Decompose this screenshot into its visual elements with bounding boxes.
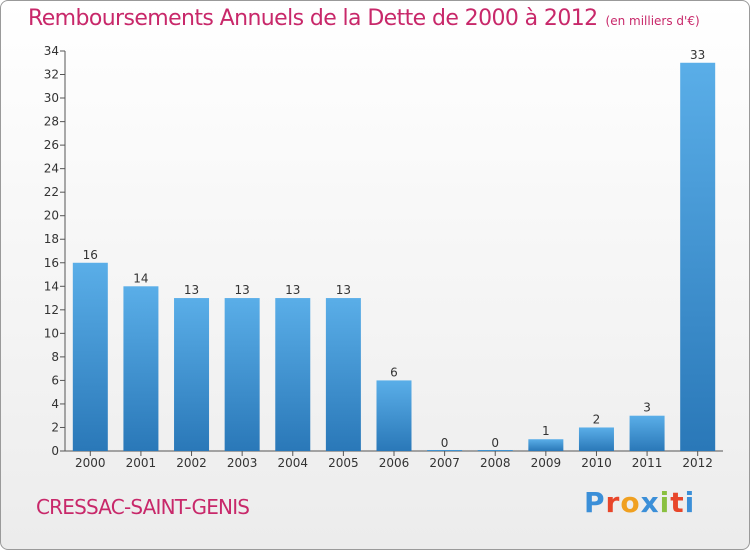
y-tick-label: 12 xyxy=(44,303,59,317)
bar xyxy=(578,427,614,451)
bar xyxy=(376,380,412,451)
data-label: 2 xyxy=(593,412,601,426)
bar xyxy=(427,450,463,451)
x-tick-label: 2010 xyxy=(581,456,612,470)
y-tick-label: 30 xyxy=(44,91,59,105)
y-tick-label: 2 xyxy=(51,420,59,434)
data-label: 33 xyxy=(690,48,705,62)
chart-title: Remboursements Annuels de la Dette de 20… xyxy=(28,6,700,31)
x-tick-label: 2003 xyxy=(227,456,258,470)
logo-letter: i xyxy=(684,486,696,519)
chart-unit: (en milliers d'€) xyxy=(605,14,700,28)
data-label: 6 xyxy=(390,365,398,379)
bar xyxy=(680,62,716,451)
x-tick-label: 2011 xyxy=(632,456,663,470)
y-tick-label: 28 xyxy=(44,115,59,129)
y-tick-label: 10 xyxy=(44,326,59,340)
x-tick-label: 2000 xyxy=(75,456,106,470)
data-label: 1 xyxy=(542,424,550,438)
x-tick-label: 2005 xyxy=(328,456,359,470)
y-tick-label: 26 xyxy=(44,138,59,152)
y-tick-label: 14 xyxy=(44,279,59,293)
x-tick-label: 2009 xyxy=(531,456,562,470)
data-label: 14 xyxy=(133,271,148,285)
y-tick-label: 22 xyxy=(44,185,59,199)
data-label: 13 xyxy=(184,283,199,297)
logo-letter: r xyxy=(605,486,621,519)
y-tick-label: 0 xyxy=(51,444,59,458)
data-label: 16 xyxy=(83,248,98,262)
logo-letter: x xyxy=(640,486,660,519)
bar xyxy=(477,450,513,451)
y-tick-label: 20 xyxy=(44,209,59,223)
x-tick-label: 2004 xyxy=(277,456,308,470)
x-tick-label: 2007 xyxy=(429,456,460,470)
commune-name: CRESSAC-SAINT-GENIS xyxy=(36,495,250,519)
logo-letter: i xyxy=(659,486,671,519)
bar xyxy=(275,298,311,451)
data-label: 0 xyxy=(491,436,499,450)
x-axis: 2000 2001 2002 2003 2004 2005 2006 2007 2008 2009… xyxy=(65,450,723,470)
x-tick-label: 2006 xyxy=(379,456,410,470)
bar xyxy=(174,298,210,451)
y-tick-label: 18 xyxy=(44,232,59,246)
logo-letter: P xyxy=(584,486,606,519)
bar xyxy=(224,298,260,451)
y-tick-label: 4 xyxy=(51,397,59,411)
bar xyxy=(629,415,665,451)
x-tick-label: 2012 xyxy=(682,456,713,470)
data-label: 0 xyxy=(441,436,449,450)
bar xyxy=(528,439,564,451)
proxiti-logo: Proxiti xyxy=(584,486,695,519)
bar xyxy=(325,298,361,451)
y-tick-label: 34 xyxy=(44,44,59,58)
logo-letter: t xyxy=(670,486,685,519)
x-tick-label: 2001 xyxy=(126,456,157,470)
chart-title-text: Remboursements Annuels de la Dette de 20… xyxy=(28,6,598,31)
data-label: 13 xyxy=(336,283,351,297)
y-tick-label: 16 xyxy=(44,256,59,270)
y-tick-label: 32 xyxy=(44,68,59,82)
bar xyxy=(72,262,108,451)
logo-letter: o xyxy=(620,486,641,519)
y-tick-label: 8 xyxy=(51,350,59,364)
x-tick-label: 2008 xyxy=(480,456,511,470)
y-tick-label: 6 xyxy=(51,373,59,387)
bar xyxy=(123,286,159,451)
y-tick-label: 24 xyxy=(44,162,59,176)
data-label: 13 xyxy=(285,283,300,297)
x-tick-label: 2002 xyxy=(176,456,207,470)
data-label: 13 xyxy=(235,283,250,297)
data-label: 3 xyxy=(643,401,651,415)
